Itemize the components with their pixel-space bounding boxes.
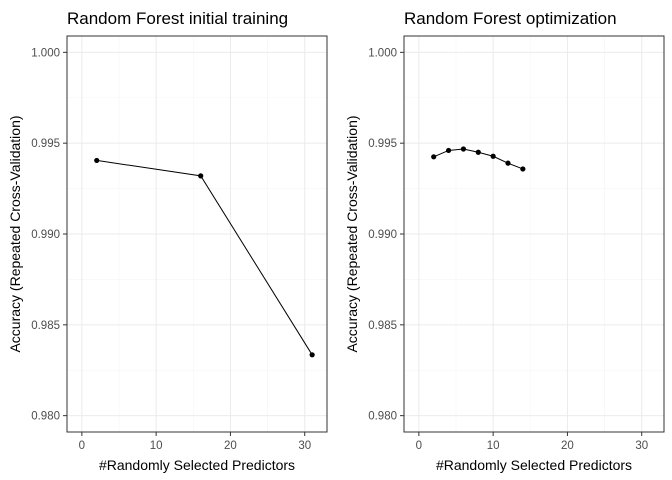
y-tick-label: 0.995 (31, 138, 60, 150)
data-point (505, 160, 511, 166)
y-tick-label: 0.990 (368, 229, 397, 241)
data-point (475, 149, 481, 155)
y-tick-label: 0.980 (368, 411, 397, 423)
y-tick-label: 0.995 (368, 138, 397, 150)
series-marks (94, 157, 315, 358)
data-point (431, 154, 437, 160)
data-point (198, 173, 204, 179)
chart-right: Random Forest optimization 0 10 20 300.9800… (344, 9, 665, 473)
x-tick-label: 30 (298, 440, 311, 452)
grid (67, 36, 327, 432)
data-point (94, 157, 100, 164)
x-tick-label: 20 (224, 440, 237, 452)
data-point (460, 146, 467, 152)
y-tick-label: 1.000 (31, 47, 60, 59)
grid (404, 36, 664, 432)
chart-title: Random Forest optimization (404, 9, 617, 28)
data-point (445, 147, 452, 154)
y-tick-label: 0.985 (368, 320, 397, 332)
series-line (96, 159, 313, 356)
data-point (309, 352, 315, 358)
y-tick-label: 1.000 (368, 47, 397, 59)
x-tick-label: 30 (635, 440, 648, 452)
data-point (520, 166, 526, 172)
y-tick-label: 0.985 (31, 320, 60, 332)
x-tick-label: 10 (150, 440, 163, 452)
y-axis-label: Accuracy (Repeated Cross-Validation) (7, 115, 23, 352)
y-tick-label: 0.980 (31, 411, 60, 423)
x-tick-label: 0 (79, 440, 85, 452)
y-tick-label: 0.990 (31, 229, 60, 241)
chart-left: Random Forest initial training 0 10 20 30 0.… (7, 9, 328, 473)
axis-ticks: 0 10 20 30 0.980 0.985 0.990 0.995 1.000 (31, 47, 311, 452)
x-axis-label: #Randomly Selected Predictors (99, 457, 295, 473)
x-axis-label: #Randomly Selected Predictors (436, 457, 632, 473)
y-axis-label: Accuracy (Repeated Cross-Validation) (344, 115, 360, 352)
axis-ticks: 0 10 20 30 0.980 0.985 0.990 0.995 1.000 (368, 47, 648, 452)
data-point (490, 153, 496, 159)
x-tick-label: 20 (561, 440, 574, 452)
chart-title: Random Forest initial training (67, 9, 288, 28)
x-tick-label: 0 (416, 440, 422, 452)
x-tick-label: 10 (487, 440, 500, 452)
series-marks (431, 146, 526, 172)
